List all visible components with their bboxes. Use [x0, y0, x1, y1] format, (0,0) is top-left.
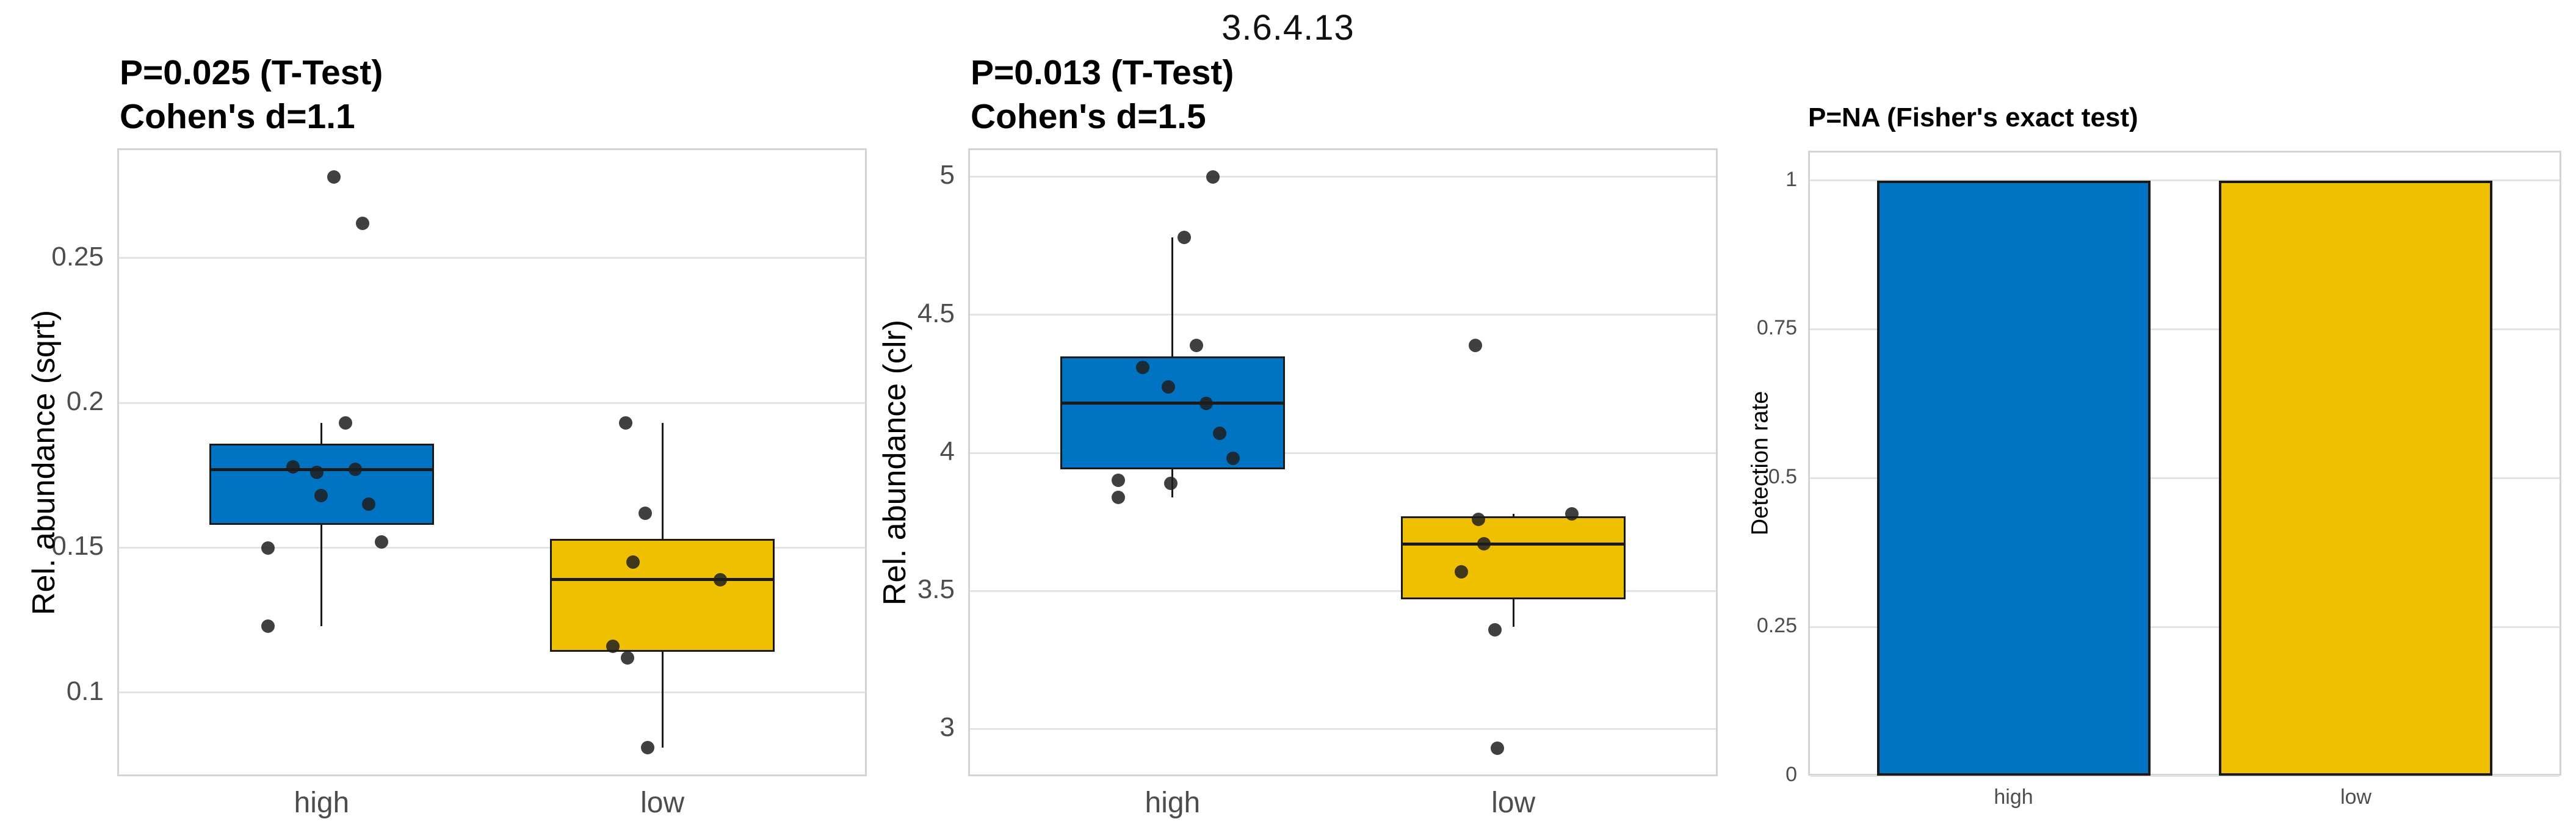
- panel-0-x-tick-label-high: high: [294, 787, 350, 819]
- panel-1-jitter-point: [1161, 380, 1175, 394]
- panel-0-jitter-point: [261, 619, 275, 633]
- panel-1-jitter-point: [1477, 537, 1491, 551]
- panel-0-jitter-point: [639, 506, 653, 520]
- panel-2-gridline: [1810, 626, 2560, 628]
- panel-0-y-tick-label: 0.1: [66, 676, 104, 706]
- panel-0-jitter-point: [641, 741, 655, 754]
- panel-1-subtitle-line: Cohen's d=1.5: [971, 97, 1206, 136]
- panel-0-gridline: [119, 691, 865, 694]
- panel-0-y-axis-title: Rel. abundance (sqrt): [26, 309, 62, 615]
- panel-1-jitter-point: [1491, 742, 1505, 756]
- panel-0-box-low: [550, 539, 775, 652]
- panel-1-x-tick-label-low: low: [1491, 787, 1536, 819]
- panel-1-jitter-point: [1199, 396, 1213, 410]
- panel-2-gridline: [1810, 179, 2560, 182]
- panel-0-jitter-point: [626, 555, 640, 569]
- panel-2-bar-high: [1876, 180, 2151, 776]
- panel-0-subtitle-line: P=0.025 (T-Test): [120, 53, 383, 92]
- panel-1-box-high: [1060, 356, 1285, 470]
- panel-0-whisker-high: [320, 423, 323, 626]
- panel-2-x-tick-label-high: high: [1994, 785, 2033, 809]
- panel-0-jitter-point: [286, 460, 300, 474]
- panel-2-gridline: [1810, 774, 2560, 777]
- panel-1-median-high: [1060, 402, 1285, 405]
- panel-1-median-low: [1401, 542, 1626, 546]
- panel-0-gridline: [119, 402, 865, 404]
- panel-0-jitter-point: [361, 497, 375, 511]
- panel-1-jitter-point: [1488, 622, 1502, 637]
- panel-1-jitter-point: [1189, 338, 1203, 352]
- panel-1-gridline: [970, 176, 1716, 178]
- panel-0-jitter-point: [374, 535, 388, 549]
- panel-0-gridline: [119, 547, 865, 549]
- panel-0-y-tick-label: 0.15: [51, 531, 104, 561]
- panel-0-y-tick-label: 0.25: [51, 241, 104, 272]
- panel-1-jitter-point: [1111, 490, 1125, 504]
- panel-2-x-tick-label-low: low: [2340, 785, 2372, 809]
- panel-1-y-tick-label: 3: [939, 712, 955, 743]
- panel-0-jitter-point: [606, 639, 620, 653]
- panel-1-jitter-point: [1469, 338, 1483, 352]
- panel-1-jitter-point: [1455, 565, 1469, 579]
- panel-1-jitter-point: [1177, 231, 1191, 245]
- panel-1-y-tick-label: 4: [939, 436, 955, 466]
- panel-2-y-tick-label: 0.5: [1768, 465, 1797, 489]
- panel-1-y-tick-label: 3.5: [917, 574, 955, 605]
- panel-1-y-tick-label: 5: [939, 160, 955, 190]
- figure-title: 3.6.4.13: [1221, 8, 1355, 48]
- panel-0-jitter-point: [338, 416, 352, 430]
- panel-0-box-high: [209, 443, 434, 525]
- panel-2-subtitle-line: P=NA (Fisher's exact test): [1808, 103, 2138, 132]
- panel-1-gridline: [970, 728, 1716, 731]
- panel-1-subtitle-line: P=0.013 (T-Test): [971, 53, 1234, 92]
- panel-1-jitter-point: [1212, 427, 1226, 441]
- panel-0-subtitle-line: Cohen's d=1.1: [120, 97, 355, 136]
- panel-2-y-tick-label: 1: [1785, 167, 1797, 191]
- panel-1-box-low: [1401, 516, 1626, 599]
- panel-1-y-axis-title: Rel. abundance (clr): [877, 319, 913, 605]
- panel-0-x-tick-label-low: low: [640, 787, 685, 819]
- panel-0-jitter-point: [309, 466, 324, 480]
- panel-1-gridline: [970, 590, 1716, 592]
- panel-0-jitter-point: [327, 170, 341, 184]
- panel-0-jitter-point: [261, 541, 275, 555]
- panel-1-gridline: [970, 452, 1716, 454]
- panel-1-jitter-point: [1163, 476, 1178, 490]
- panel-1-jitter-point: [1472, 512, 1486, 526]
- panel-1-jitter-point: [1565, 507, 1579, 521]
- panel-1-jitter-point: [1135, 360, 1149, 374]
- panel-2-y-tick-label: 0: [1785, 762, 1797, 786]
- panel-2-y-tick-label: 0.25: [1756, 614, 1797, 638]
- panel-2-bar-low: [2219, 180, 2493, 776]
- panel-0-median-low: [550, 578, 775, 582]
- panel-1-jitter-point: [1206, 170, 1220, 184]
- panel-0-jitter-point: [314, 489, 328, 503]
- panel-2-gridline: [1810, 477, 2560, 479]
- panel-1-gridline: [970, 314, 1716, 316]
- panel-0-y-tick-label: 0.2: [66, 386, 104, 416]
- panel-1-jitter-point: [1226, 452, 1240, 466]
- panel-2-y-axis-title: Detection rate: [1747, 391, 1773, 536]
- panel-0-jitter-point: [621, 651, 635, 665]
- panel-0-jitter-point: [714, 572, 728, 586]
- panel-0-gridline: [119, 257, 865, 259]
- panel-1-jitter-point: [1111, 474, 1125, 488]
- panel-0-jitter-point: [619, 416, 633, 430]
- panel-1-x-tick-label-high: high: [1145, 787, 1201, 819]
- panel-2-gridline: [1810, 328, 2560, 331]
- panel-0-jitter-point: [348, 463, 362, 477]
- panel-1-y-tick-label: 4.5: [917, 298, 955, 328]
- panel-2-y-tick-label: 0.75: [1756, 316, 1797, 340]
- panel-0-jitter-point: [355, 216, 369, 230]
